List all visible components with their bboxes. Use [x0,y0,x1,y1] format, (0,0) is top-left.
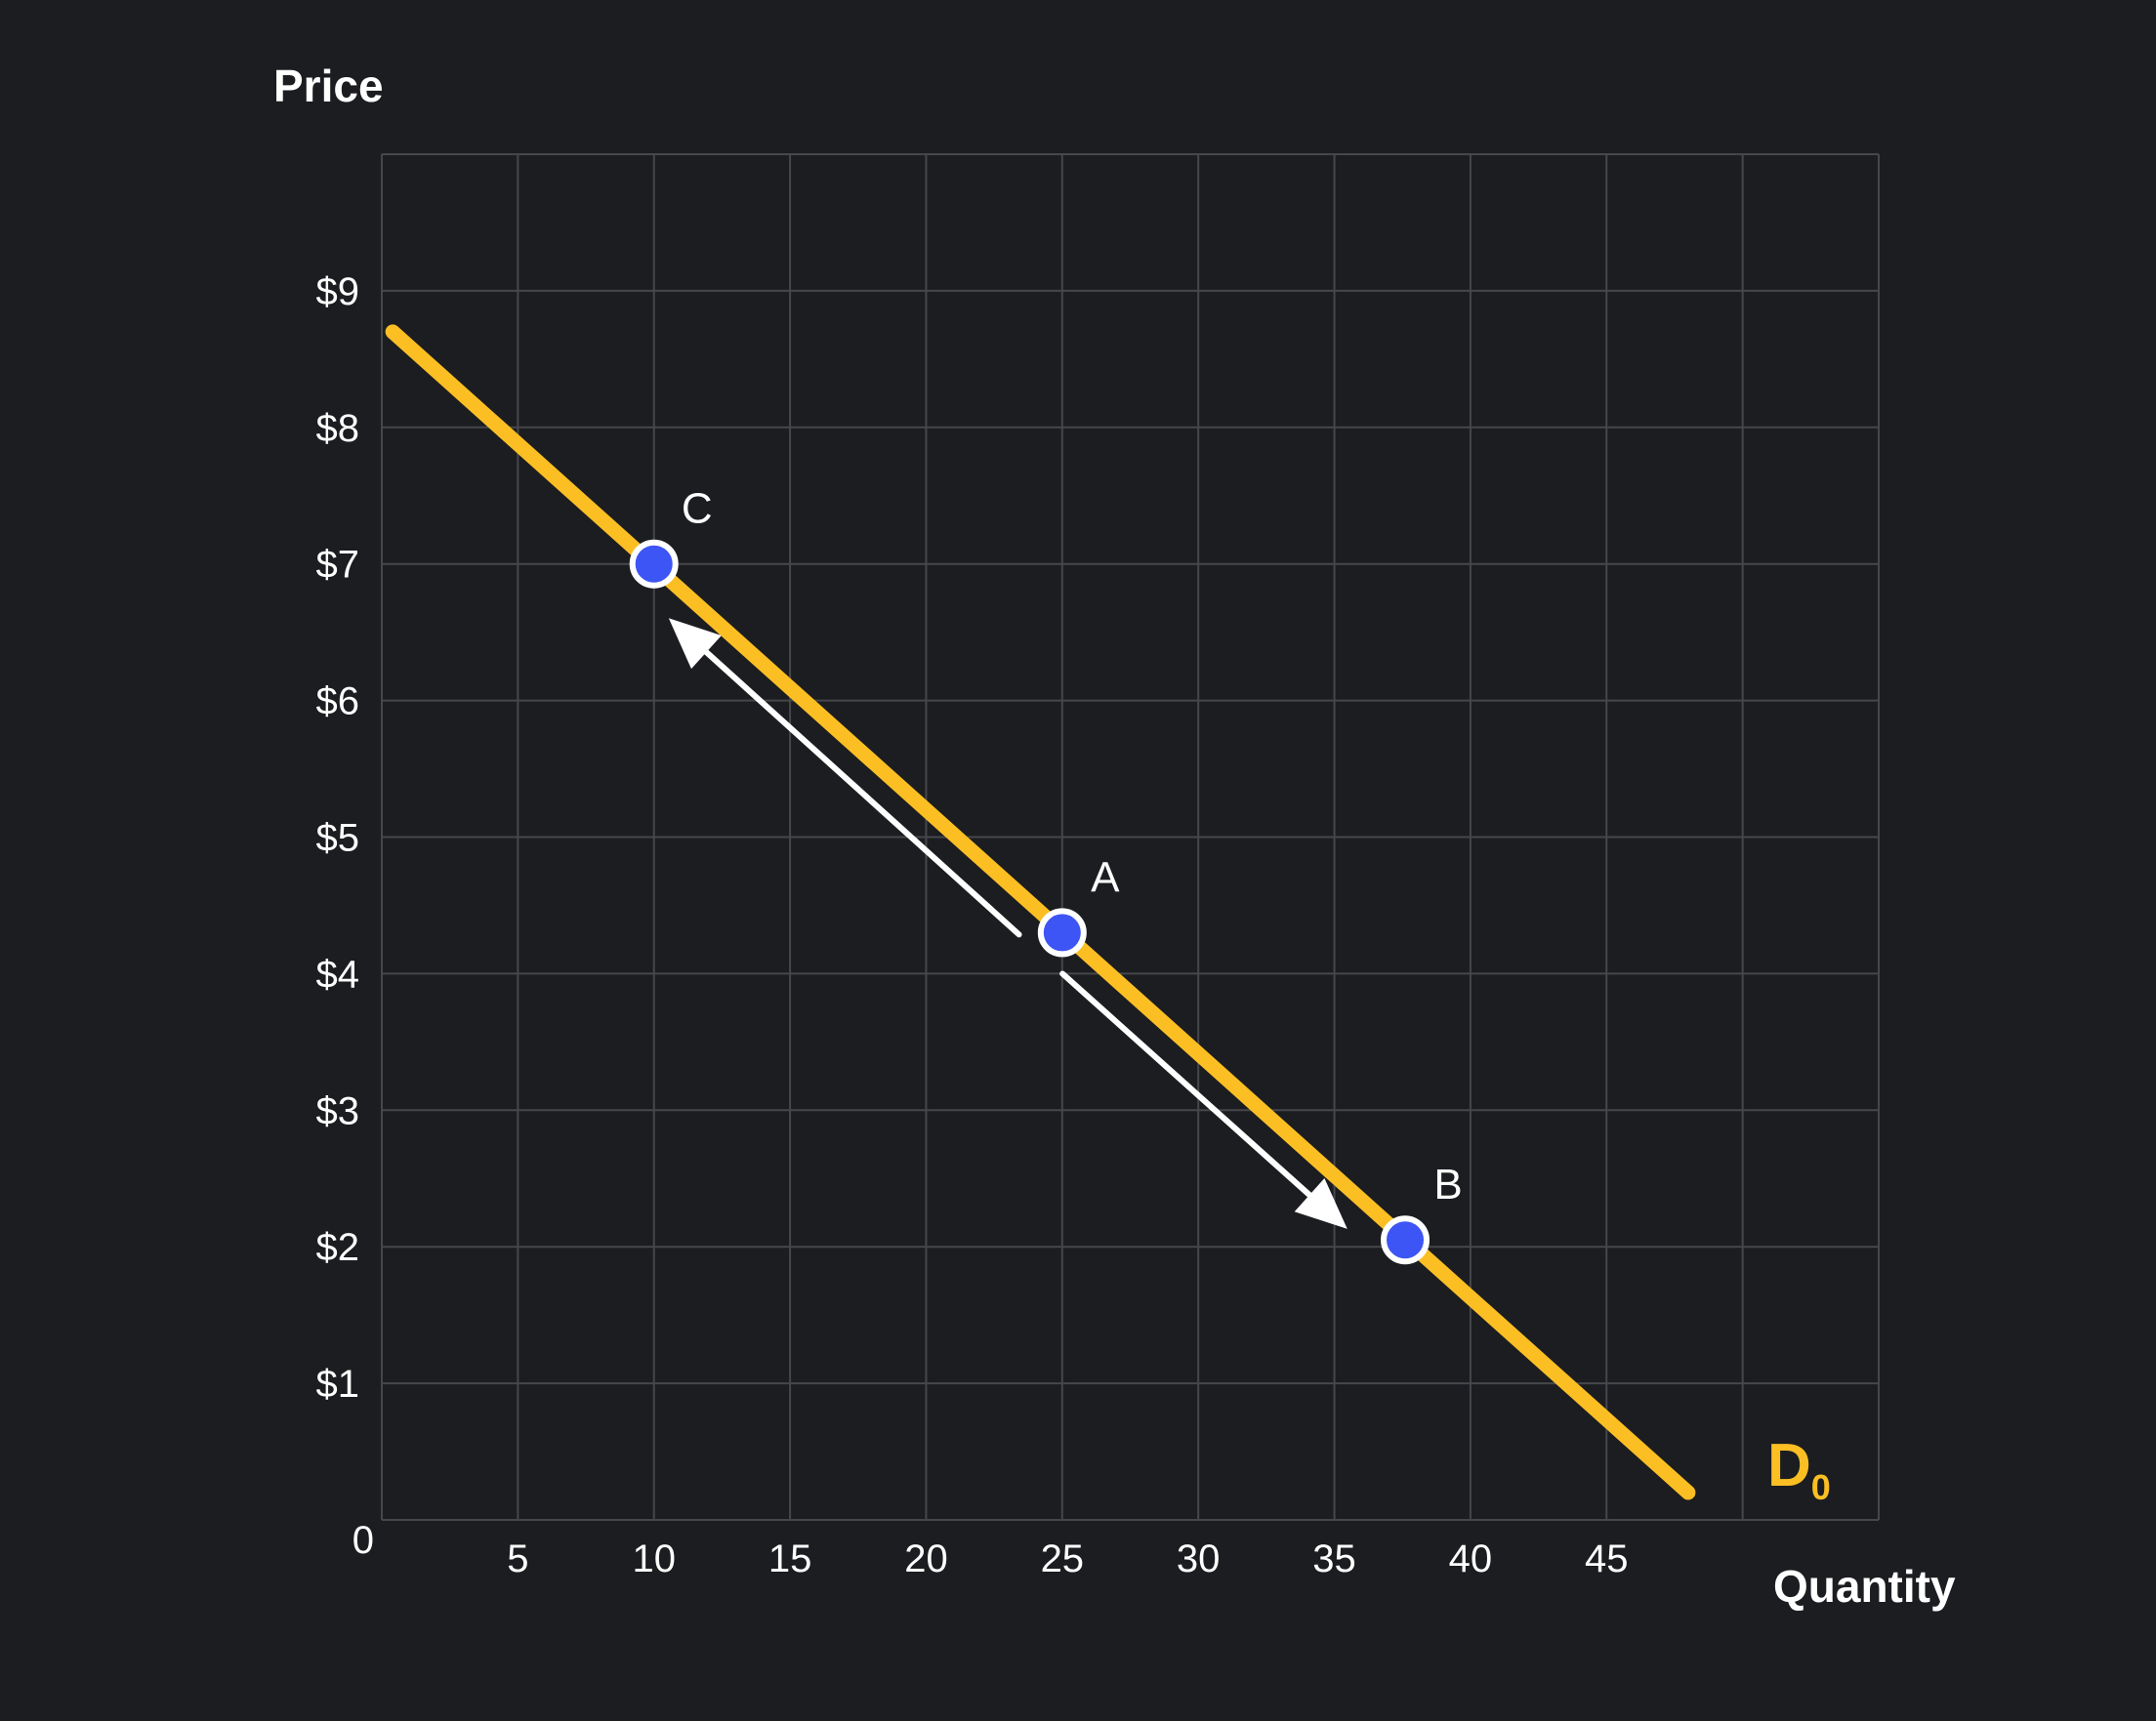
origin-label: 0 [352,1519,374,1562]
x-tick-label: 30 [1177,1537,1221,1580]
y-tick-label: $9 [316,270,360,313]
x-tick-label: 45 [1585,1537,1629,1580]
arrow-line [700,646,1022,938]
point-c-label: C [682,485,713,533]
y-axis-title: Price [273,61,384,111]
point-c-marker [629,539,679,589]
y-tick-label: $6 [316,680,360,723]
y-tick-label: $8 [316,407,360,450]
y-tick-label: $3 [316,1089,360,1132]
x-axis-ticks: 5 10 15 20 25 30 35 40 45 [507,1537,1628,1580]
arrow-head [1294,1177,1348,1229]
movement-arrows [668,618,1348,1229]
arrow-head [668,618,722,670]
demand-curve-line [385,324,1696,1500]
x-tick-label: 25 [1041,1537,1085,1580]
x-tick-label: 40 [1449,1537,1493,1580]
demand-curve-label: D0 [1767,1432,1831,1507]
y-tick-label: $4 [316,953,360,996]
point-b-label: B [1433,1161,1462,1209]
arrow-line [1059,970,1316,1201]
grid [381,153,1880,1521]
demand-curve-label-main: D [1767,1432,1811,1499]
y-tick-label: $5 [316,817,360,860]
demand-curve-label-subscript: 0 [1811,1467,1831,1507]
x-tick-label: 15 [768,1537,812,1580]
point-a-label: A [1091,853,1120,901]
y-axis-ticks: $1 $2 $3 $4 $5 $6 $7 $8 $9 [316,270,360,1406]
point-b-marker [1381,1215,1430,1265]
x-tick-label: 35 [1312,1537,1356,1580]
x-axis-title: Quantity [1773,1561,1956,1612]
x-tick-label: 5 [507,1537,528,1580]
x-tick-label: 20 [904,1537,948,1580]
points: C A B [629,485,1463,1265]
y-tick-label: $1 [316,1363,360,1406]
y-tick-label: $7 [316,544,360,587]
point-a-marker [1037,908,1087,958]
y-tick-label: $2 [316,1226,360,1269]
demand-curve-group [385,324,1696,1500]
x-tick-label: 10 [632,1537,676,1580]
